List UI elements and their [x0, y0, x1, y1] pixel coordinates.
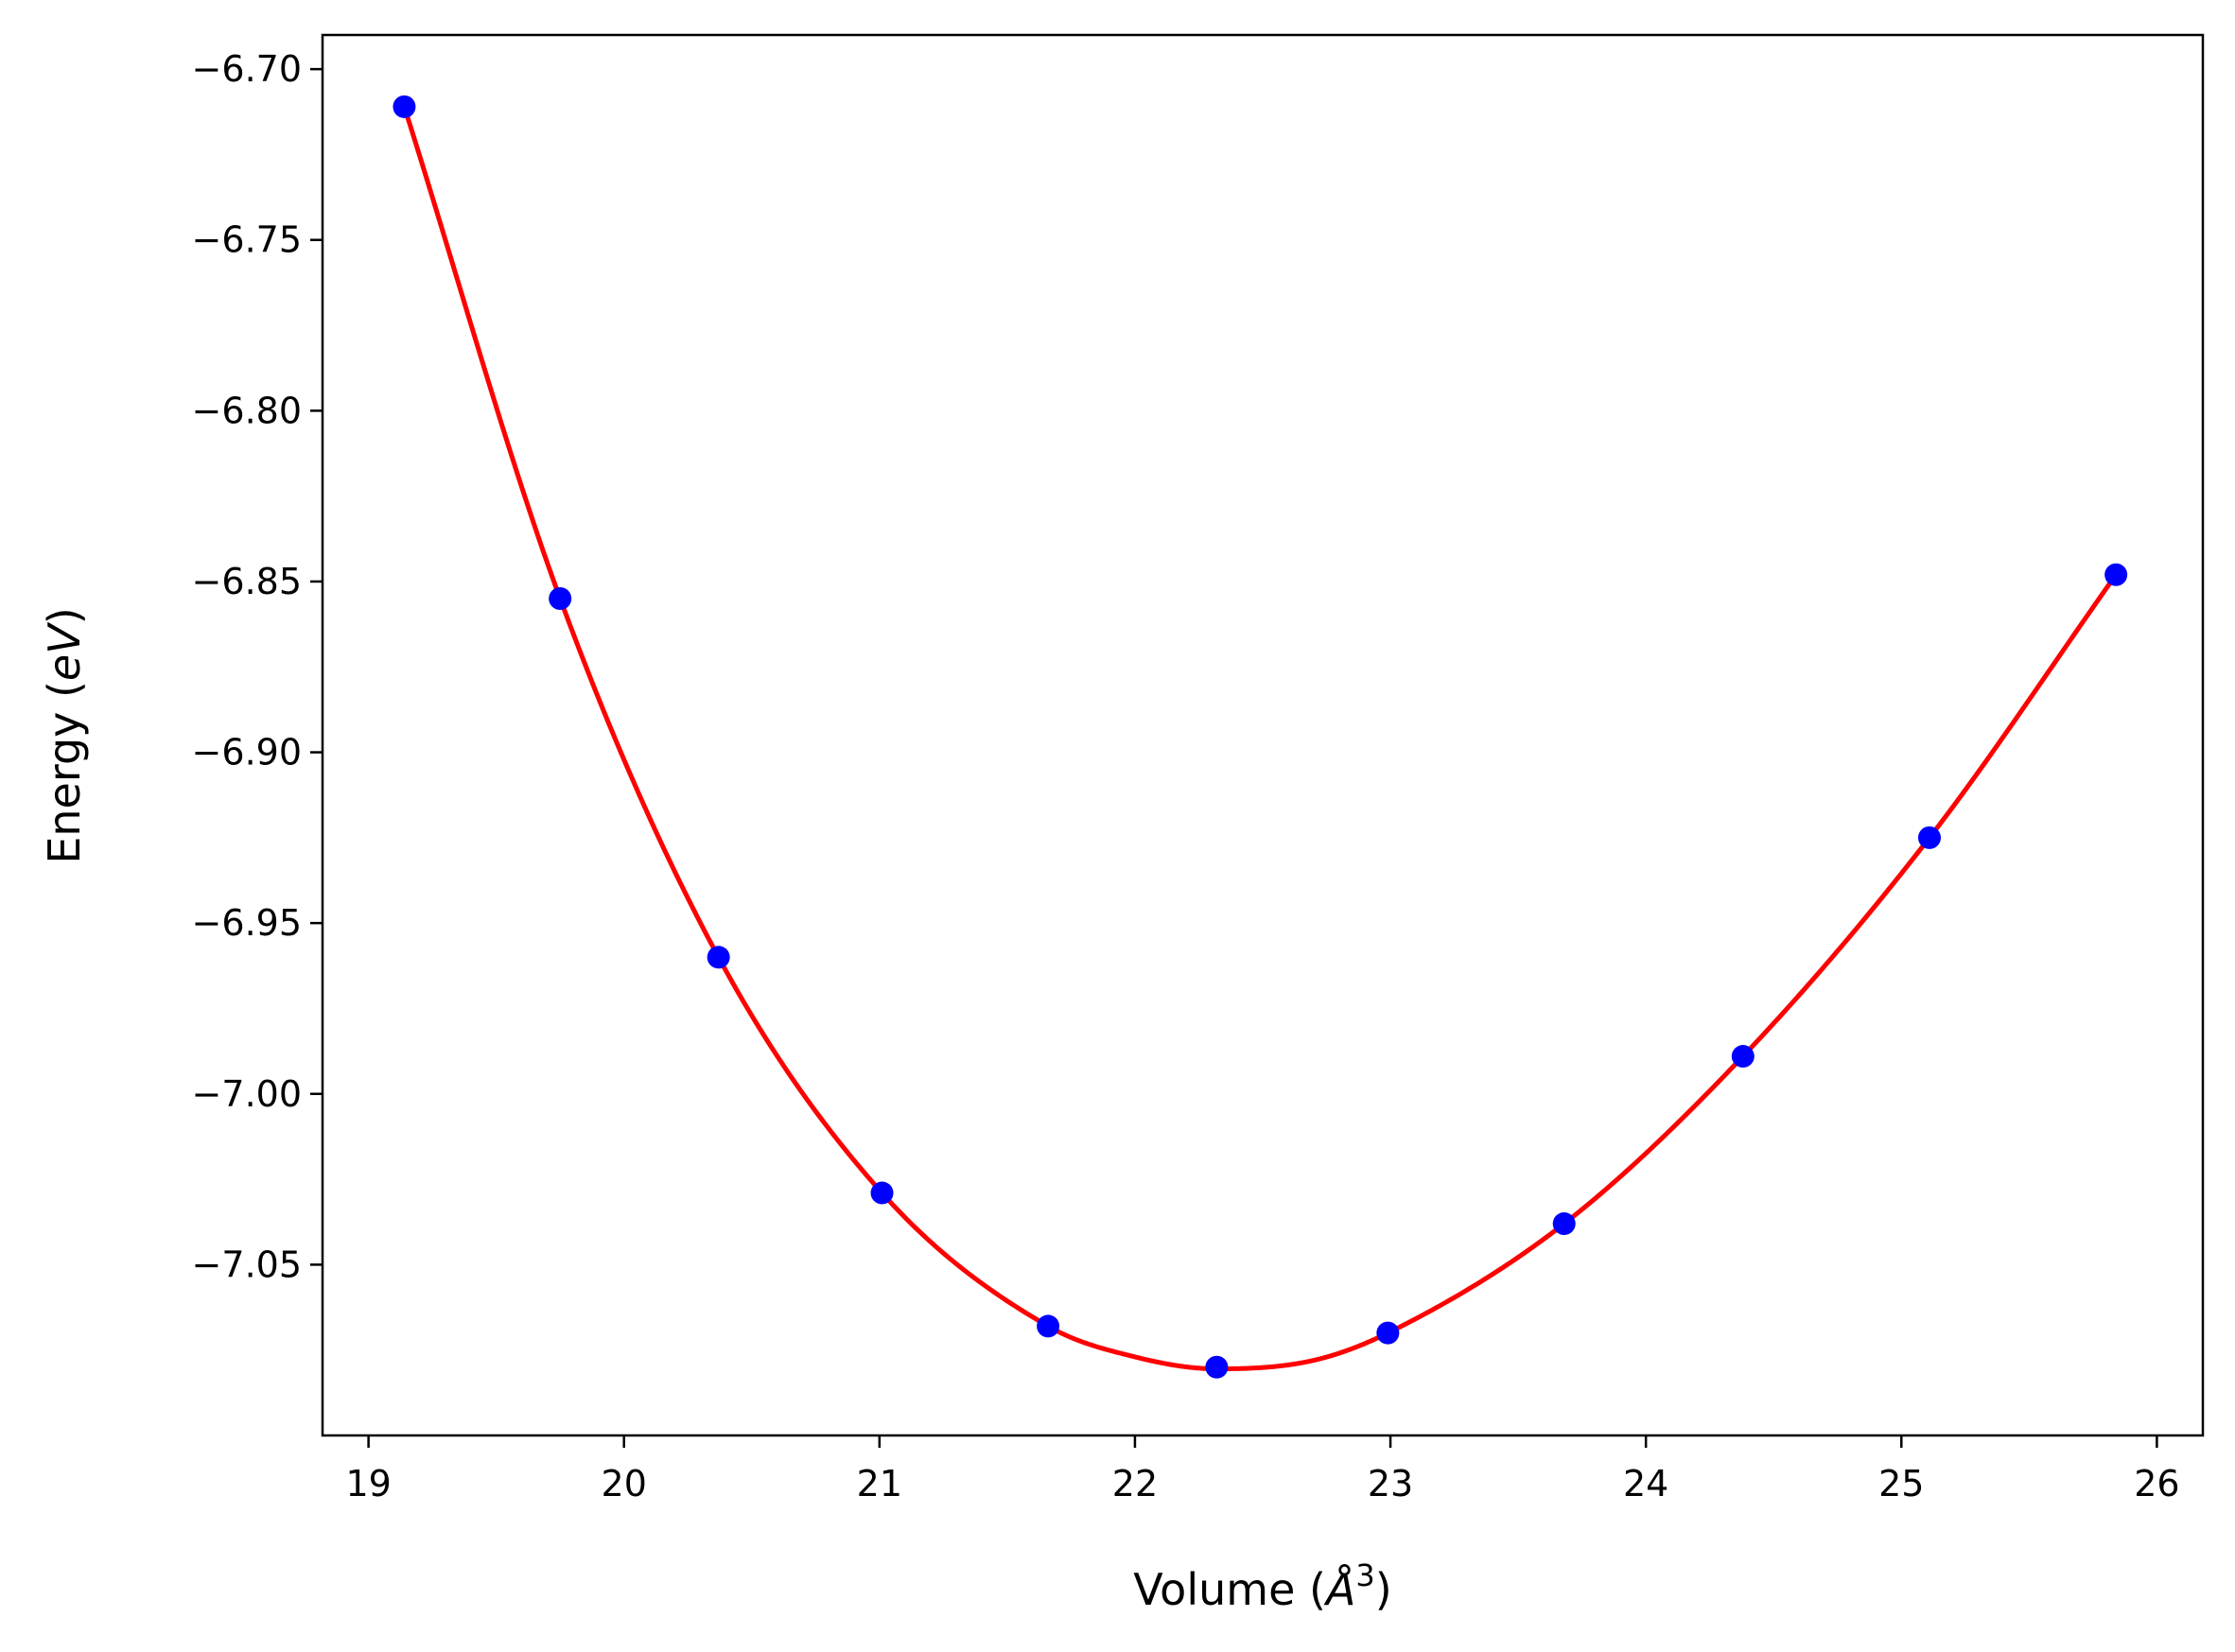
data-point	[549, 587, 572, 611]
data-points-layer	[393, 95, 2128, 1379]
x-tick-label: 19	[345, 1463, 391, 1504]
y-tick-label: −6.80	[192, 390, 302, 431]
x-axis-label-symbol: Å	[1323, 1564, 1355, 1615]
data-point	[707, 946, 730, 969]
x-tick-label: 25	[1878, 1463, 1924, 1504]
x-tick-label: 20	[602, 1463, 647, 1504]
x-axis-ticks: 19 20 21 22 23 24 25 26	[345, 1435, 2180, 1504]
plot-area	[323, 35, 2203, 1435]
x-axis-label: Volume (Å3)	[1133, 1557, 1391, 1615]
data-point	[2104, 563, 2128, 586]
data-point	[1205, 1355, 1229, 1379]
x-tick-label: 22	[1112, 1463, 1158, 1504]
y-axis-ticks: −6.70 −6.75 −6.80 −6.85 −6.90 −6.95 −7.00 −7.05	[192, 48, 323, 1285]
x-tick-label: 24	[1623, 1463, 1668, 1504]
y-tick-label: −7.05	[192, 1243, 302, 1285]
y-tick-label: −6.90	[192, 732, 302, 774]
data-point	[393, 95, 416, 118]
x-axis-label-exponent: 3	[1355, 1557, 1374, 1593]
data-point	[870, 1181, 894, 1205]
data-point	[1731, 1045, 1755, 1069]
y-tick-label: −7.00	[192, 1073, 302, 1115]
y-tick-label: −6.95	[192, 902, 302, 944]
y-axis-label: Energy (eV)	[39, 607, 90, 863]
plot-frame	[321, 33, 2205, 1437]
y-axis-label-prefix: Energy (	[39, 681, 90, 864]
x-tick-label: 21	[857, 1463, 902, 1504]
y-axis-label-symbol: eV	[39, 621, 90, 681]
data-point	[1037, 1314, 1060, 1338]
x-tick-label: 26	[2134, 1463, 2179, 1504]
data-point	[1917, 826, 1941, 849]
y-axis-label-suffix: )	[39, 607, 90, 624]
y-tick-label: −6.85	[192, 561, 302, 602]
y-tick-label: −6.75	[192, 219, 302, 261]
data-point	[1552, 1212, 1576, 1236]
x-axis-label-suffix: )	[1375, 1564, 1392, 1615]
data-point	[1376, 1321, 1400, 1345]
x-tick-label: 23	[1368, 1463, 1413, 1504]
x-axis-label-prefix: Volume (	[1133, 1564, 1326, 1615]
y-tick-label: −6.70	[192, 48, 302, 90]
